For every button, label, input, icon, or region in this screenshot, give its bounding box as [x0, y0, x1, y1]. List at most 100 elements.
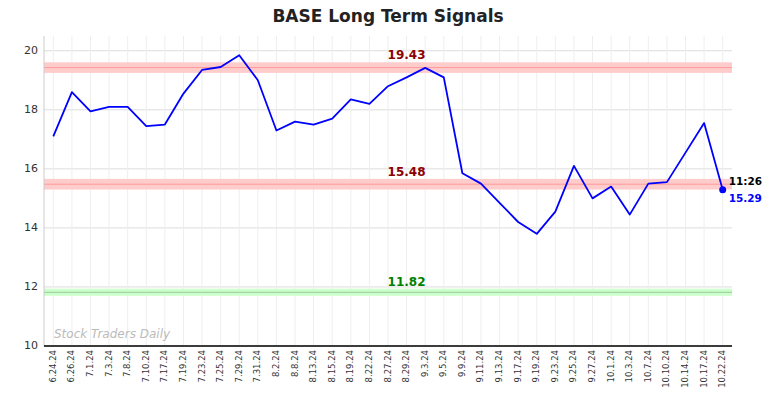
y-axis-line	[44, 36, 45, 346]
x-tick-label: 7.23.24	[197, 350, 207, 382]
title: BASE Long Term Signals	[272, 6, 503, 26]
x-tick-label: 7.25.24	[215, 350, 225, 382]
x-tick-label: 7.8.24	[122, 350, 132, 377]
x-tick-label: 10.1.24	[606, 350, 616, 382]
x-grid-line	[462, 36, 463, 346]
signal-line	[44, 292, 732, 293]
price-line	[53, 55, 722, 234]
signal-label: 11.82	[388, 275, 426, 289]
x-tick-label: 10.7.24	[643, 350, 653, 382]
x-tick-label: 6.26.24	[66, 350, 76, 382]
x-grid-line	[536, 36, 537, 346]
x-axis-line	[44, 345, 732, 347]
signal-line	[44, 67, 732, 68]
grid	[44, 36, 732, 346]
x-tick-label: 8.2.24	[271, 350, 281, 377]
x-grid-line	[276, 36, 277, 346]
x-grid-line	[295, 36, 296, 346]
x-grid-line	[573, 36, 574, 346]
signal-line	[44, 184, 732, 185]
x-grid-line	[704, 36, 705, 346]
x-grid-line	[220, 36, 221, 346]
x-tick-label: 7.31.24	[252, 350, 262, 382]
x-grid-line	[406, 36, 407, 346]
x-tick-label: 10.14.24	[680, 350, 690, 388]
signal-band	[44, 179, 732, 190]
x-tick-label: 7.17.24	[159, 350, 169, 382]
x-grid-line	[425, 36, 426, 346]
y-tick-label: 12	[24, 280, 38, 293]
x-tick-label: 8.15.24	[327, 350, 337, 382]
x-grid-line	[555, 36, 556, 346]
x-grid-line	[146, 36, 147, 346]
x-grid-line	[666, 36, 667, 346]
watermark: Stock Traders Daily	[54, 327, 171, 341]
x-tick-label: 10.22.24	[717, 350, 727, 388]
x-tick-label: 7.19.24	[178, 350, 188, 382]
x-grid-line	[183, 36, 184, 346]
x-tick-label: 9.23.24	[550, 350, 560, 382]
x-tick-label: 10.17.24	[699, 350, 709, 388]
x-grid-line	[629, 36, 630, 346]
x-grid-line	[239, 36, 240, 346]
y-tick-label: 16	[24, 162, 38, 175]
plot-area	[44, 55, 732, 296]
x-grid-line	[332, 36, 333, 346]
last-point	[719, 186, 726, 193]
x-tick-label: 10.3.24	[624, 350, 634, 382]
x-grid-line	[648, 36, 649, 346]
x-grid-line	[611, 36, 612, 346]
x-tick-label: 10.10.24	[661, 350, 671, 388]
x-grid-line	[53, 36, 54, 346]
x-tick-label: 9.17.24	[513, 350, 523, 382]
x-tick-label: 8.8.24	[290, 350, 300, 377]
x-tick-label: 8.13.24	[308, 350, 318, 382]
y-tick-label: 14	[24, 221, 38, 234]
x-tick-label: 7.3.24	[104, 350, 114, 377]
x-grid-line	[369, 36, 370, 346]
y-tick-label: 10	[24, 339, 38, 352]
x-tick-label: 9.5.24	[438, 350, 448, 377]
x-grid-line	[518, 36, 519, 346]
chart: 10 12 14 16 18 20 6.24.24 6.26.24 7.1.24 7.3.24 7.…	[0, 0, 784, 398]
x-tick-label: 7.10.24	[141, 350, 151, 382]
x-tick-label: 8.19.24	[345, 350, 355, 382]
x-tick-label: 9.25.24	[568, 350, 578, 382]
signal-label: 19.43	[388, 48, 426, 62]
x-tick-label: 8.27.24	[383, 350, 393, 382]
x-tick-label: 9.13.24	[494, 350, 504, 382]
x-tick-label: 9.11.24	[475, 350, 485, 382]
x-grid-line	[592, 36, 593, 346]
x-tick-label: 7.1.24	[85, 350, 95, 377]
x-tick-label: 9.9.24	[457, 350, 467, 377]
x-tick-label: 9.27.24	[587, 350, 597, 382]
y-tick-label: 18	[24, 103, 38, 116]
x-grid-line	[480, 36, 481, 346]
x-grid-line	[90, 36, 91, 346]
x-grid-line	[350, 36, 351, 346]
x-tick-label: 8.29.24	[401, 350, 411, 382]
x-grid-line	[202, 36, 203, 346]
last-value-label: 15.29	[729, 192, 762, 204]
x-grid-line	[499, 36, 500, 346]
y-grid-line	[44, 346, 732, 347]
signal-band	[44, 289, 732, 296]
x-tick-label: 7.29.24	[234, 350, 244, 382]
signal-label: 15.48	[388, 165, 426, 179]
last-time-label: 11:26	[729, 175, 762, 187]
x-grid-line	[313, 36, 314, 346]
axes: 10 12 14 16 18 20 6.24.24 6.26.24 7.1.24 7.3.24 7.…	[24, 36, 732, 388]
x-grid-line	[127, 36, 128, 346]
y-tick-label: 20	[24, 44, 38, 57]
x-grid-line	[685, 36, 686, 346]
x-tick-label: 9.19.24	[531, 350, 541, 382]
x-tick-label: 9.3.24	[420, 350, 430, 377]
x-grid-line	[71, 36, 72, 346]
x-grid-line	[164, 36, 165, 346]
x-tick-label: 8.22.24	[364, 350, 374, 382]
labels: 19.43 15.48 11.82 11:26 15.29 Stock Traders D…	[54, 6, 762, 341]
x-tick-label: 6.24.24	[48, 350, 58, 382]
signal-band	[44, 62, 732, 73]
x-grid-line	[109, 36, 110, 346]
x-grid-line	[388, 36, 389, 346]
